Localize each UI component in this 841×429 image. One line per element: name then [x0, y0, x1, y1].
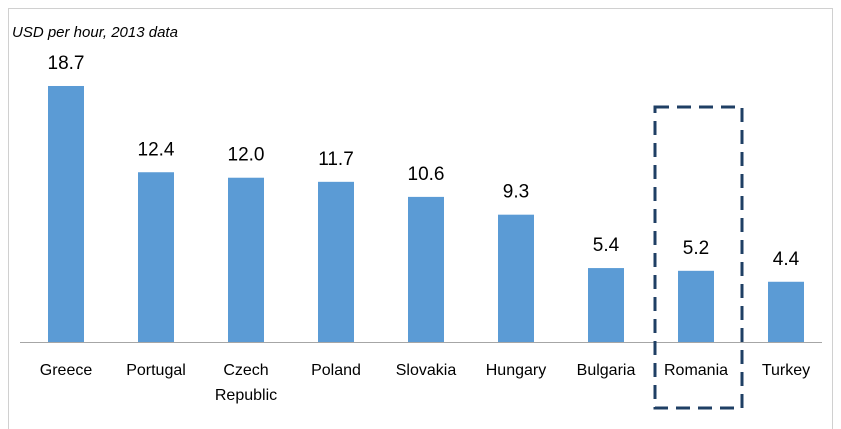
value-label: 9.3 [503, 182, 529, 203]
value-label: 18.7 [48, 53, 85, 74]
bar [588, 268, 624, 342]
value-label: 12.0 [228, 145, 265, 166]
value-label: 12.4 [138, 139, 175, 160]
x-tick-label: Greece [40, 362, 93, 379]
chart-subtitle: USD per hour, 2013 data [12, 24, 178, 41]
highlight-box [653, 105, 744, 410]
value-label: 5.2 [683, 238, 709, 259]
bar [318, 181, 354, 342]
x-tick-label: Poland [311, 362, 361, 379]
bar [678, 270, 714, 342]
bar [408, 196, 444, 342]
x-tick-label: Czech Republic [215, 362, 277, 404]
x-tick-label: Portugal [126, 362, 186, 379]
bar [498, 214, 534, 342]
bar [228, 177, 264, 342]
value-label: 4.4 [773, 249, 800, 270]
x-tick-label: Hungary [486, 362, 546, 379]
bar [138, 172, 174, 342]
value-label: 10.6 [408, 164, 445, 185]
bar [48, 85, 84, 342]
bar [768, 281, 804, 342]
value-label: 5.4 [593, 235, 620, 256]
x-tick-label: Turkey [762, 362, 810, 379]
chart-frame [8, 8, 833, 429]
x-tick-label: Romania [664, 362, 728, 379]
x-tick-label: Bulgaria [577, 362, 636, 379]
x-tick-label: Slovakia [396, 362, 457, 379]
value-label: 11.7 [318, 149, 354, 170]
